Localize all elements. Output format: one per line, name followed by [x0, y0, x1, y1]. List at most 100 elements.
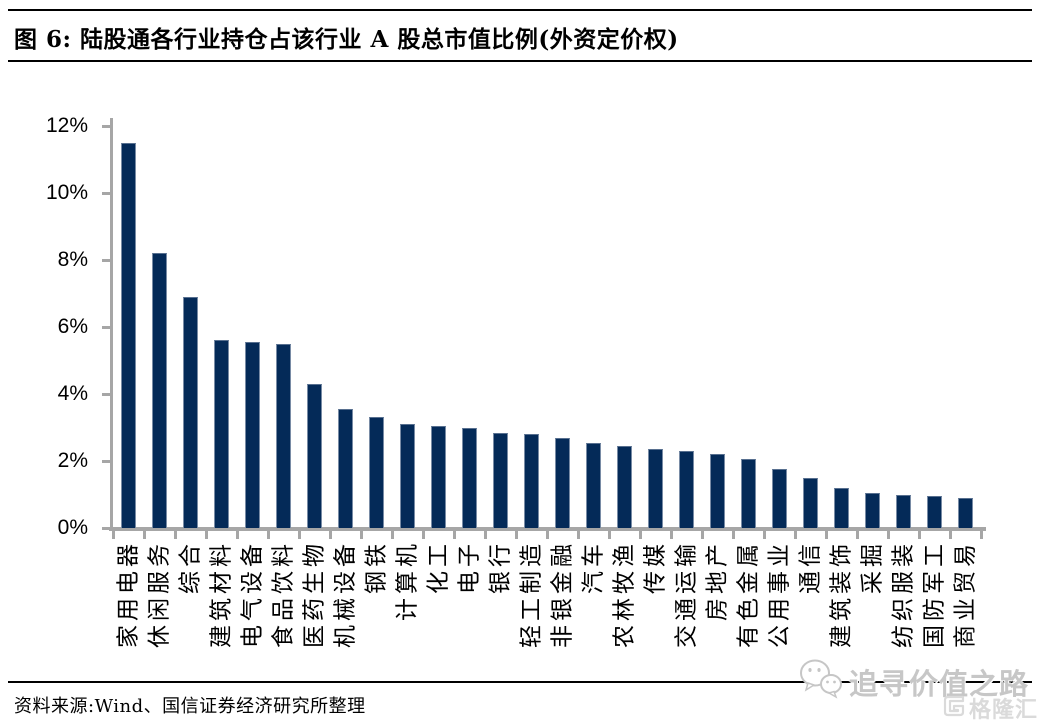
bar-建筑材料 — [214, 340, 229, 528]
bar-休闲服务 — [152, 253, 167, 528]
bar-slot — [299, 126, 330, 528]
x-tick-mark — [204, 531, 208, 539]
watermark: 追寻价值之路 — [798, 658, 1029, 705]
bar-房地产 — [710, 454, 725, 528]
y-tick-label: 8% — [57, 248, 88, 271]
x-axis-line — [109, 527, 986, 531]
x-tick-mark — [235, 531, 239, 539]
bar-slot — [237, 126, 268, 528]
y-tick-label: 6% — [57, 315, 88, 338]
bar-slot — [361, 126, 392, 528]
x-tick-mark — [390, 531, 394, 539]
x-tick-mark — [979, 531, 983, 539]
bar-slot — [516, 126, 547, 528]
bar-slot — [268, 126, 299, 528]
x-tick-mark — [514, 531, 518, 539]
bar-slot — [113, 126, 144, 528]
x-tick-mark — [762, 531, 766, 539]
bar-slot — [888, 126, 919, 528]
x-tick-mark — [483, 531, 487, 539]
x-tick-mark — [793, 531, 797, 539]
y-tick-label: 10% — [45, 181, 88, 204]
source-attribution: 资料来源:Wind、国信证券经济研究所整理 — [14, 696, 366, 717]
x-tick-mark — [421, 531, 425, 539]
bar-公用事业 — [772, 469, 787, 528]
y-tick-label: 0% — [57, 516, 88, 539]
x-tick-mark — [607, 531, 611, 539]
y-tick-mark — [102, 192, 111, 195]
bar-家用电器 — [121, 142, 136, 528]
x-tick-mark — [359, 531, 363, 539]
gelonghui-logo-text: 格隆汇 — [968, 697, 1038, 723]
bar-农林牧渔 — [617, 445, 632, 528]
bar-slot — [857, 126, 888, 528]
x-tick-mark — [266, 531, 270, 539]
bar-钢铁 — [369, 417, 384, 528]
y-tick-mark — [102, 326, 111, 329]
bar-slot — [206, 126, 237, 528]
x-tick-mark — [886, 531, 890, 539]
bar-采掘 — [865, 492, 880, 528]
title-divider — [8, 60, 1032, 62]
bar-银行 — [493, 432, 508, 528]
bar-有色金属 — [741, 459, 756, 528]
footer-divider — [8, 681, 1032, 683]
x-tick-mark — [700, 531, 704, 539]
bar-slot — [547, 126, 578, 528]
y-tick-mark — [102, 527, 111, 530]
y-tick-label: 4% — [57, 382, 88, 405]
bar-轻工制造 — [524, 434, 539, 528]
y-axis-line — [110, 118, 113, 531]
bar-非银金融 — [555, 437, 570, 528]
x-label-商业贸易: 商业贸易 — [952, 540, 978, 648]
y-tick-label: 2% — [57, 449, 88, 472]
bar-电气设备 — [245, 342, 260, 528]
x-tick-mark — [452, 531, 456, 539]
bar-交通运输 — [679, 450, 694, 528]
gelonghui-logo-icon — [942, 694, 966, 723]
bar-slot — [392, 126, 423, 528]
bar-通信 — [803, 477, 818, 528]
bar-医药生物 — [307, 383, 322, 528]
x-tick-mark — [731, 531, 735, 539]
bar-国防军工 — [927, 496, 942, 528]
bar-slot — [175, 126, 206, 528]
x-tick-mark — [576, 531, 580, 539]
bar-slot — [826, 126, 857, 528]
plot-area — [113, 126, 981, 528]
bar-汽车 — [586, 442, 601, 528]
bar-商业贸易 — [958, 497, 973, 528]
bar-slot — [485, 126, 516, 528]
bar-传媒 — [648, 449, 663, 528]
bar-slot — [640, 126, 671, 528]
x-tick-mark — [545, 531, 549, 539]
x-tick-mark — [855, 531, 859, 539]
x-tick-mark — [824, 531, 828, 539]
bar-slot — [330, 126, 361, 528]
x-tick-mark — [328, 531, 332, 539]
bar-slot — [454, 126, 485, 528]
bar-slot — [609, 126, 640, 528]
bar-slot — [919, 126, 950, 528]
bar-纺织服装 — [896, 494, 911, 528]
bar-食品饮料 — [276, 343, 291, 528]
bar-电子 — [462, 427, 477, 528]
y-tick-mark — [102, 259, 111, 262]
chart-title: 图 6: 陆股通各行业持仓占该行业 A 股总市值比例(外资定价权) — [14, 26, 679, 53]
wechat-bubbles-icon — [798, 658, 844, 705]
y-tick-mark — [102, 393, 111, 396]
y-tick-mark — [102, 125, 111, 128]
bar-slot — [578, 126, 609, 528]
x-tick-mark — [669, 531, 673, 539]
bar-slot — [144, 126, 175, 528]
y-tick-label: 12% — [45, 114, 88, 137]
bar-slot — [950, 126, 981, 528]
x-tick-mark — [297, 531, 301, 539]
bar-slot — [423, 126, 454, 528]
bar-slot — [671, 126, 702, 528]
x-tick-mark — [111, 531, 115, 539]
x-tick-mark — [142, 531, 146, 539]
watermark-text: 追寻价值之路 — [849, 666, 1030, 701]
bar-slot — [702, 126, 733, 528]
